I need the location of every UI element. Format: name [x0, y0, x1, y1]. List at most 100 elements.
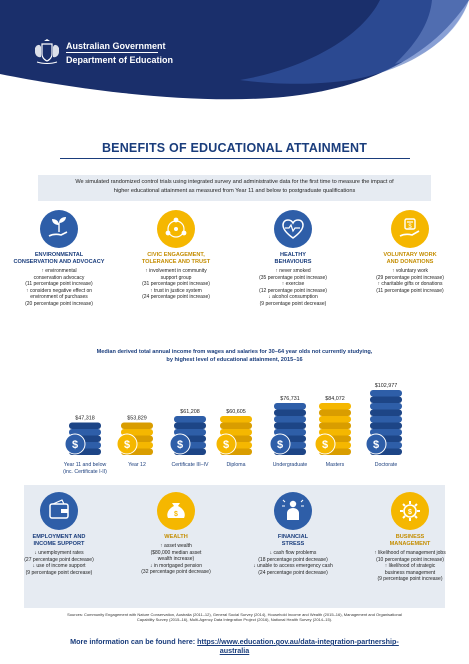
finding-text: (18 percentage point decrease) [258, 556, 328, 563]
category-title-line: FINANCIAL [277, 534, 309, 540]
donation-hand-icon: $ [391, 210, 429, 248]
down-arrow-icon: ↓ [32, 563, 37, 570]
finding-line: ↑ exercise [237, 281, 349, 288]
category-title: VOLUNTARY WORK AND DONATIONS [354, 252, 466, 266]
sources-line-1: Sources: Community Engagement with Natur… [67, 612, 402, 617]
hand-plant-icon [40, 210, 78, 248]
down-arrow-icon: ↓ [253, 563, 258, 570]
finding-text: (20 percentage point increase) [25, 300, 93, 307]
finding-text: wealth increase) [157, 556, 195, 563]
category-title: WEALTH [120, 534, 232, 541]
category-findings: ↑ likelihood of management jobs (10 perce… [354, 550, 466, 583]
category-bottom-2: $ WEALTH ↑ asset wealth ($80,000 median ass… [120, 492, 232, 576]
category-axis-label: Masters [326, 462, 345, 468]
more-info-link[interactable]: https://www.education.gov.au/data-integr… [197, 637, 399, 655]
bar-value-label: $102,977 [375, 383, 397, 389]
finding-line: wealth increase) [120, 556, 232, 563]
finding-text: (35 percentage point increase) [259, 274, 327, 281]
department-name: Department of Education [66, 55, 174, 65]
finding-line: (9 percentage point increase) [354, 576, 466, 583]
coin-bar: $ [215, 416, 252, 455]
finding-text: (29 percentage point increase) [376, 274, 444, 281]
org-name: Australian Government [66, 41, 166, 51]
category-title-line: BEHAVIOURS [274, 259, 312, 265]
finding-text: business management [384, 569, 436, 576]
finding-line: ↑ likelihood of strategic [354, 563, 466, 570]
category-top-1: ENVIRONMENTAL CONSERVATION AND ADVOCACY ↑ … [3, 210, 115, 308]
intro-line-1: We simulated randomized control trials u… [75, 179, 394, 185]
category-findings: ↓ unemployment rates (27 percentage point… [3, 550, 115, 576]
finding-text: use of income support [36, 563, 86, 570]
finding-line: ↑ involvement in community [120, 268, 232, 275]
finding-line: ↑ charitable gifts or donations [354, 281, 466, 288]
finding-line: conservation advocacy [3, 275, 115, 282]
finding-text: involvement in community [149, 268, 207, 274]
category-title-line: CONSERVATION AND ADVOCACY [13, 259, 105, 265]
intro-panel: We simulated randomized control trials u… [38, 175, 431, 201]
category-bottom-1: EMPLOYMENT AND INCOME SUPPORT ↓ unemployme… [3, 492, 115, 576]
finding-line: ↓ in mortgaged pension [120, 563, 232, 570]
finding-line: (24 percentage point increase) [120, 294, 232, 301]
category-findings: ↓ cash flow problems (18 percentage point… [237, 550, 349, 576]
intro-line-2: higher educational attainment as measure… [113, 187, 356, 194]
finding-line: (18 percentage point decrease) [237, 557, 349, 564]
category-title-line: CIVIC ENGAGEMENT, [147, 252, 205, 258]
category-findings: ↑ never smoked (35 percentage point incre… [237, 268, 349, 308]
category-title: BUSINESS MANAGEMENT [354, 534, 466, 548]
category-axis-label: Year 12 [128, 462, 146, 468]
wallet-icon [40, 492, 78, 530]
gear-dollar-icon: $ [391, 492, 429, 530]
category-title-line: AND DONATIONS [386, 259, 434, 265]
more-info-url-2: australia [219, 646, 250, 655]
bar-value-label: $53,829 [127, 416, 147, 422]
category-title-line: INCOME SUPPORT [33, 541, 85, 547]
finding-text: (9 percentage point decrease) [25, 569, 93, 576]
finding-line: environment of purchases [3, 294, 115, 301]
finding-text: (9 percentage point increase) [377, 576, 443, 583]
finding-line: ↑ trust in justice system [120, 288, 232, 295]
finding-line: (31 percentage point increase) [120, 281, 232, 288]
title-underline [60, 158, 410, 159]
category-title-line: EMPLOYMENT AND [32, 534, 86, 540]
finding-line: (12 percentage point increase) [237, 288, 349, 295]
category-title-line: ENVIRONMENTAL [34, 252, 84, 258]
finding-text: voluntary work [395, 268, 429, 274]
svg-text:$: $ [177, 439, 183, 451]
income-coin-chart: $ $47,318 Year 11 and below(inc. Certifica… [63, 383, 402, 475]
svg-text:$: $ [174, 511, 178, 518]
chart-title: Median derived total annual income from … [60, 349, 409, 364]
finding-text: in mortgaged pension [153, 562, 202, 569]
category-title-line: WEALTH [164, 534, 188, 540]
finding-text: trust in justice system [154, 287, 202, 294]
more-info-url-1: https://www.education.gov.au/data-integr… [197, 637, 399, 646]
finding-line: ↑ never smoked [237, 268, 349, 275]
coin-bar: $ [116, 422, 153, 455]
bar-value-label: $47,318 [75, 416, 95, 422]
header-wave-graphic [0, 0, 469, 100]
finding-text: likelihood of strategic [388, 563, 436, 570]
org-divider [66, 52, 158, 53]
svg-text:$: $ [408, 224, 412, 230]
category-findings: ↑ involvement in community support group(… [120, 268, 232, 301]
page-title: BENEFITS OF EDUCATIONAL ATTAINMENT [101, 141, 368, 155]
finding-line: ↑ voluntary work [354, 268, 466, 275]
category-findings: ↑ environmental conservation advocacy (11 … [3, 268, 115, 308]
svg-text:$: $ [72, 439, 78, 451]
chart-title-line-2: by highest level of educational attainme… [166, 356, 303, 363]
more-info-label: More information can be found here: [70, 637, 196, 646]
category-title: ENVIRONMENTAL CONSERVATION AND ADVOCACY [3, 252, 115, 266]
category-axis-label: Year 11 and below [64, 462, 107, 468]
finding-text: (11 percentage point increase) [25, 281, 93, 288]
finding-text: (24 percentage point decrease) [258, 569, 328, 576]
finding-line: business management [354, 570, 466, 577]
finding-text: (12 percentage point increase) [259, 287, 327, 294]
sources-note: Sources: Community Engagement with Natur… [30, 612, 439, 623]
finding-line: ↓ use of income support [3, 563, 115, 570]
finding-line: ↓ unemployment rates [3, 550, 115, 557]
category-title-line: TOLERANCE AND TRUST [141, 259, 211, 265]
category-axis-label: Doctorate [375, 462, 398, 468]
bar-value-label: $76,731 [280, 396, 300, 402]
finding-text: (9 percentage point decrease) [259, 300, 327, 307]
finding-text: (11 percentage point increase) [376, 287, 444, 294]
finding-text: support group [160, 274, 192, 281]
